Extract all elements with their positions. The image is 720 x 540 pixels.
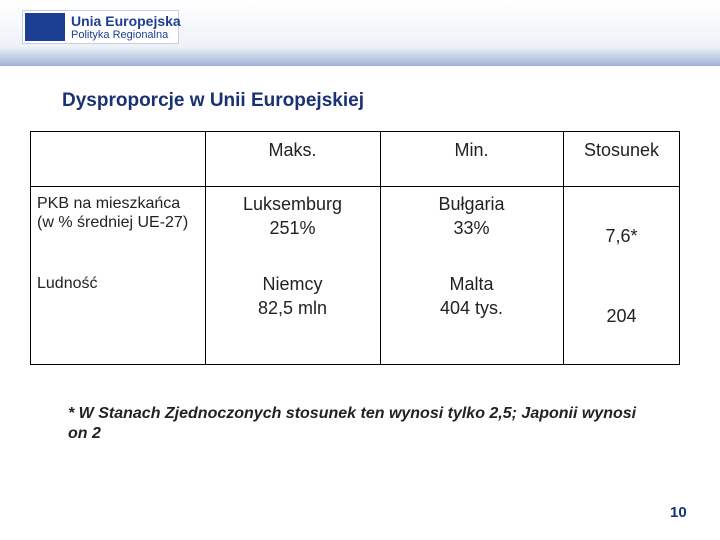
table: Maks. Min. Stosunek PKB na mieszkańca (w % … (30, 131, 680, 365)
column-line (380, 132, 381, 364)
logo-title: Unia Europejska (71, 13, 181, 29)
eu-flag (25, 13, 65, 41)
slide-title: Dysproporcje w Unii Europejskiej (62, 90, 364, 111)
logo-subtitle: Polityka Regionalna (71, 29, 169, 41)
column-header: Maks. (268, 140, 317, 160)
row-header: Ludność (37, 275, 98, 292)
footnote: * W Stanach Zjednoczonych stosunek ten w… (68, 405, 637, 442)
page-number: 10 (670, 504, 687, 521)
table-cell: Luksemburg 251% (242, 194, 343, 238)
logo: Unia Europejska Polityka Regionalna (22, 10, 181, 44)
column-line (205, 132, 206, 364)
table-cell: Niemcy 82,5 mln (257, 274, 328, 318)
row-header: PKB na mieszkańca (w % średniej UE-27) (37, 195, 189, 231)
table-cell: 7,6* (605, 226, 638, 246)
table-cell: 204 (606, 306, 637, 326)
column-header: Min. (454, 140, 489, 160)
table-cell: Malta 404 tys. (439, 274, 504, 318)
column-line (563, 132, 564, 364)
row-line (31, 186, 679, 187)
column-header: Stosunek (583, 140, 660, 160)
table-cell: Bułgaria 33% (438, 194, 505, 238)
